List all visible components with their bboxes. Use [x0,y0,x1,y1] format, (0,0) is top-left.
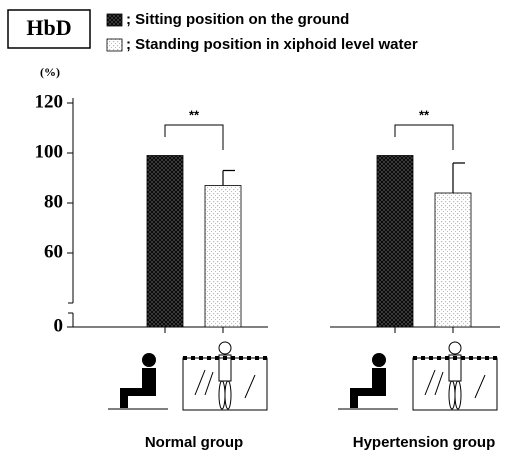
y-tick-label: 100 [35,141,64,162]
error-bar [452,162,465,193]
y-tick-label: 60 [44,241,63,262]
y-tick-label: 0 [54,315,64,336]
chart-title: HbD [26,15,71,40]
legend-swatch [106,38,123,52]
bar [434,192,472,328]
legend-label: ; Standing position in xiphoid level wat… [126,36,418,53]
axis-break [68,302,73,314]
x-tick-label: Hypertension group [353,434,496,451]
significance-bracket [394,124,454,150]
error-bar [222,169,235,186]
y-unit: (%) [40,65,60,79]
title-box [7,9,91,49]
y-tick-label: 120 [35,91,64,112]
standing-icon [182,341,498,411]
bar [146,155,184,328]
significance-label: ** [189,107,200,122]
legend-label: ; Sitting position on the ground [126,11,349,28]
sitting-icon [108,353,398,410]
significance-bracket [164,124,224,150]
y-tick-label: 80 [44,191,63,212]
legend-swatch [106,13,123,27]
x-tick-label: Normal group [145,434,243,451]
bar [204,185,242,328]
significance-label: ** [419,107,430,122]
bar [376,155,414,328]
